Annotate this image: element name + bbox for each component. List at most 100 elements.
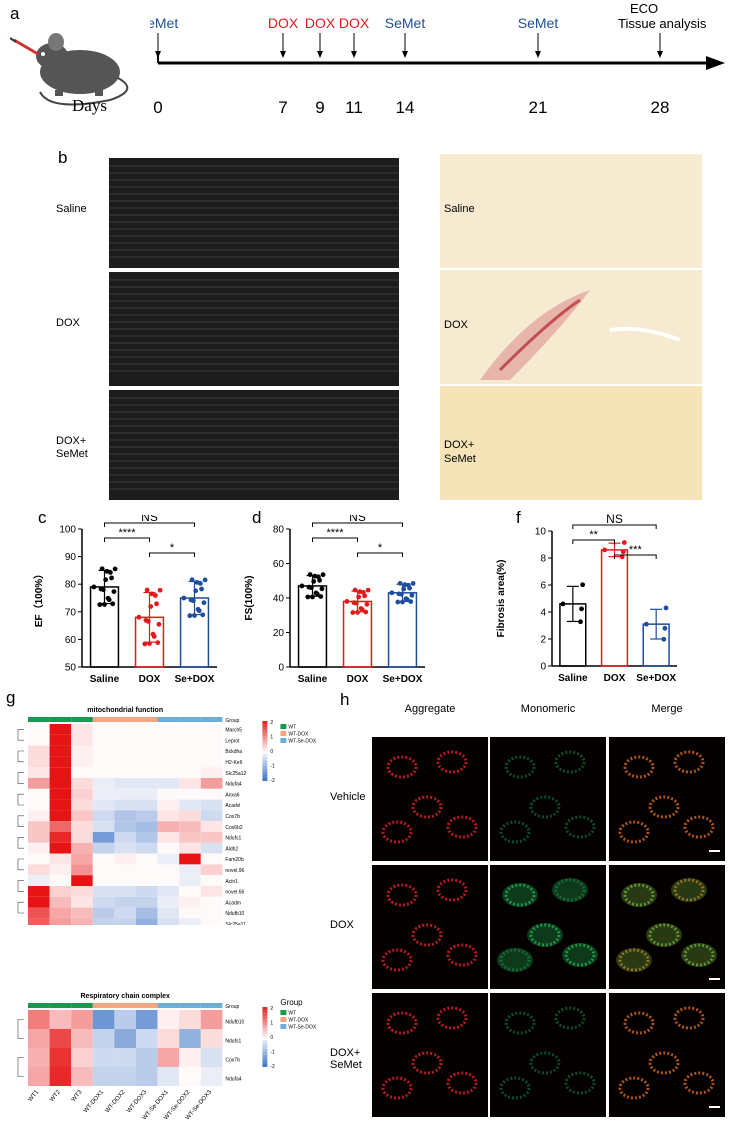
heatmap-cell xyxy=(179,745,201,757)
heatmap-cell xyxy=(136,896,158,908)
heatmap-cell xyxy=(179,734,201,746)
scale-step xyxy=(262,733,268,736)
histology-image: DOX xyxy=(440,270,702,384)
scale-step xyxy=(262,745,268,748)
gene-label: Acadm xyxy=(225,900,241,906)
end-label-eco: ECO xyxy=(630,1,658,16)
heatmap-cell xyxy=(157,724,180,735)
cell xyxy=(499,1076,531,1100)
confocal-image xyxy=(609,865,725,989)
heatmap-cell xyxy=(179,1048,201,1067)
y-tick-label: 0 xyxy=(278,663,284,674)
group-bar xyxy=(179,1003,201,1008)
heatmap-cell xyxy=(179,896,201,908)
data-point xyxy=(355,609,360,615)
data-point xyxy=(202,577,208,583)
heatmap-cell xyxy=(200,724,223,735)
heatmap-cell xyxy=(71,832,93,843)
sample-label: WT2 xyxy=(49,1089,62,1103)
group-bar xyxy=(28,1003,50,1008)
heatmap-cell xyxy=(114,896,136,908)
event-arrowhead xyxy=(535,51,541,58)
group-bar xyxy=(179,717,201,722)
heatmap-cell xyxy=(49,799,72,811)
heatmap-cell xyxy=(114,1067,136,1086)
confocal-bg xyxy=(609,737,725,861)
heatmap-cell xyxy=(49,788,72,800)
group-bar xyxy=(136,717,158,722)
heatmap-cell xyxy=(71,745,93,757)
data-point xyxy=(402,582,408,588)
heatmap-cell xyxy=(92,853,115,865)
heatmap-cell xyxy=(157,1010,180,1029)
heatmap-cell xyxy=(92,734,115,746)
heatmap-cell xyxy=(157,875,180,886)
gene-label: Acadvl xyxy=(225,803,240,809)
dendrogram-branch xyxy=(17,837,24,849)
heatmap-cell xyxy=(136,799,158,811)
day-tick-label: 9 xyxy=(315,98,324,117)
confocal-bg xyxy=(609,993,725,1117)
heatmap-cell xyxy=(49,1010,72,1029)
sample-label: WT1 xyxy=(28,1089,41,1103)
panel-label-c: c xyxy=(38,508,47,527)
data-point xyxy=(201,600,207,606)
heatmap-cell xyxy=(28,842,50,854)
x-tick-label: Saline xyxy=(298,674,328,685)
cell xyxy=(436,878,468,902)
data-point xyxy=(344,599,350,604)
heatmap-cell xyxy=(92,767,115,778)
heatmap-cell xyxy=(49,918,72,925)
dendrogram-branch xyxy=(17,880,24,892)
cell-diffuse xyxy=(502,883,538,907)
heatmap-cell xyxy=(28,745,50,757)
heatmap-cell xyxy=(92,918,115,925)
heatmap-cell xyxy=(28,821,50,832)
scale-step xyxy=(262,1061,268,1064)
heatmap-cell xyxy=(157,1048,180,1067)
heatmap-cell xyxy=(157,734,180,746)
data-point xyxy=(396,591,402,597)
cell xyxy=(504,883,536,907)
gene-label: Ndufa4 xyxy=(225,1076,241,1082)
event-arrowhead xyxy=(317,51,323,58)
data-point xyxy=(663,605,669,611)
data-point xyxy=(98,586,104,592)
heatmap-cell xyxy=(157,767,180,778)
heatmap-cell xyxy=(157,907,180,919)
scale-label: 0 xyxy=(270,749,273,755)
gene-label: Fam20b xyxy=(225,857,244,863)
event-arrowhead xyxy=(155,51,161,58)
data-point xyxy=(351,600,357,606)
scale-step xyxy=(262,1007,268,1010)
scale-step xyxy=(262,1031,268,1034)
heatmap-cell xyxy=(71,886,93,897)
dendrogram-branch xyxy=(17,729,24,741)
confocal-image xyxy=(609,993,725,1117)
cell-diffuse xyxy=(646,923,682,947)
data-point xyxy=(311,579,317,584)
scale-step xyxy=(262,769,268,772)
data-point xyxy=(579,606,584,612)
echo-bg xyxy=(109,158,399,268)
confocal-bg xyxy=(372,993,488,1117)
cell xyxy=(618,1076,650,1100)
cell xyxy=(648,923,680,947)
heatmap-cell xyxy=(179,821,201,832)
cell xyxy=(623,755,655,779)
group-bar xyxy=(92,1003,115,1008)
heatmap-cell xyxy=(114,875,136,886)
y-axis-label: Fibrosis area(%) xyxy=(496,560,507,638)
data-point xyxy=(352,587,358,593)
x-tick-label: Saline xyxy=(90,674,120,685)
data-point xyxy=(580,582,586,588)
histo-row-label: DOX+ xyxy=(444,439,474,451)
cell xyxy=(623,883,655,907)
heatmap-cell xyxy=(28,1029,50,1048)
cell xyxy=(446,1071,478,1095)
scale-step xyxy=(262,772,268,775)
scale-step xyxy=(262,1022,268,1025)
heatmap-cell xyxy=(28,724,50,735)
heatmap-cell xyxy=(136,767,158,778)
heatmap-cell xyxy=(114,810,136,822)
